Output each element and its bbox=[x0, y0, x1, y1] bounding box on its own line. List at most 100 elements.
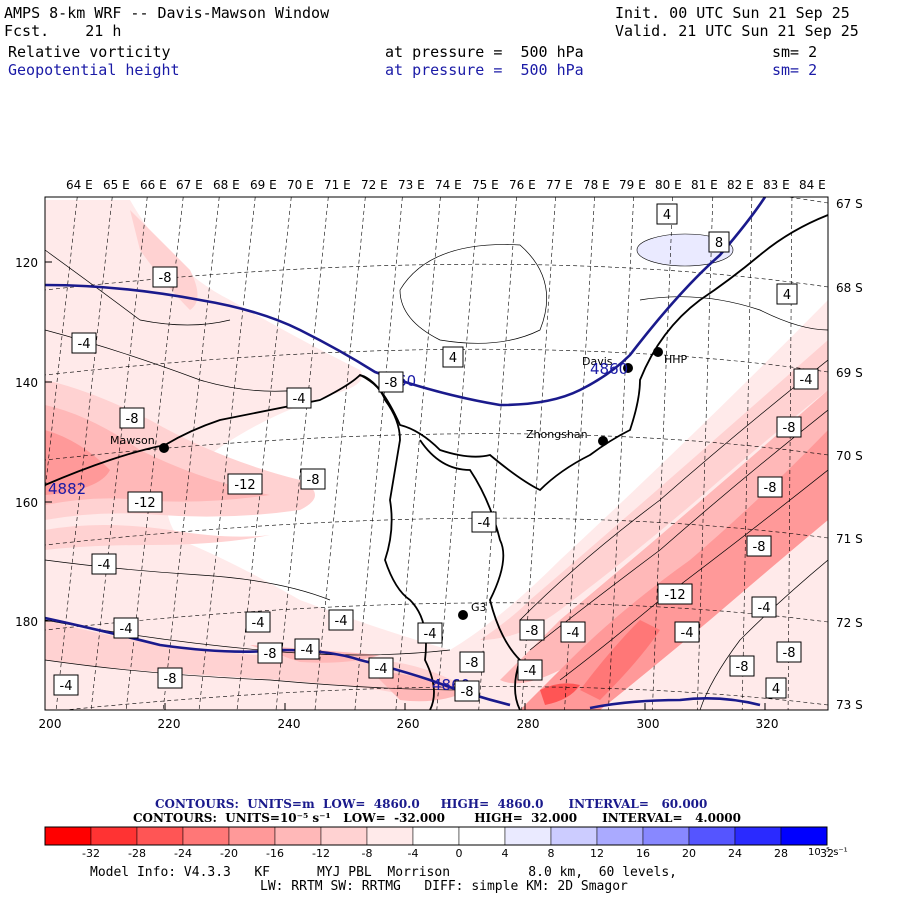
model-info-line1: Model Info: V4.3.3 KF MYJ PBL Morrison 8… bbox=[90, 865, 677, 880]
longitude-labels: 64 E 65 E 66 E 67 E 68 E 69 E 70 E 71 E … bbox=[66, 178, 826, 192]
vort-label: -4 bbox=[252, 616, 265, 631]
color-bar-bin bbox=[688, 826, 736, 846]
lon-label: 75 E bbox=[472, 178, 499, 192]
lon-label: 79 E bbox=[619, 178, 646, 192]
vort-label: -4 bbox=[424, 627, 437, 642]
station-label: HHP bbox=[664, 353, 688, 366]
vort-label: 8 bbox=[715, 236, 723, 251]
lon-label: 77 E bbox=[546, 178, 573, 192]
color-bar-swatches bbox=[44, 826, 828, 846]
color-bar-tick: 20 bbox=[682, 847, 696, 860]
vort-label: -4 bbox=[478, 516, 491, 531]
field2-smoothing: sm= 2 bbox=[772, 61, 818, 79]
station-label: Zhongshan bbox=[526, 428, 588, 441]
init-time: Init. 00 UTC Sun 21 Sep 25 bbox=[615, 4, 850, 22]
vort-label: -8 bbox=[159, 271, 172, 286]
x-tick: 260 bbox=[397, 717, 420, 731]
color-bar-tick: 12 bbox=[590, 847, 604, 860]
map-title: AMPS 8-km WRF -- Davis-Mawson Window bbox=[4, 4, 330, 22]
y-tick: 140 bbox=[15, 376, 38, 390]
station-zhongshan-dot bbox=[598, 436, 608, 446]
lon-label: 76 E bbox=[509, 178, 536, 192]
lat-label: 69 S bbox=[836, 366, 863, 380]
color-bar-tick: -12 bbox=[312, 847, 330, 860]
vort-label: -4 bbox=[375, 662, 388, 677]
color-bar-tick: -32 bbox=[82, 847, 100, 860]
color-bar-bin bbox=[596, 826, 644, 846]
color-bar-tick: 0 bbox=[456, 847, 463, 860]
field2-name: Geopotential height bbox=[8, 61, 180, 79]
x-tick: 200 bbox=[39, 717, 62, 731]
vort-label: -4 bbox=[60, 679, 73, 694]
color-bar-bin bbox=[182, 826, 230, 846]
vort-label: -8 bbox=[164, 672, 177, 687]
vort-label: -8 bbox=[307, 473, 320, 488]
lon-label: 68 E bbox=[213, 178, 240, 192]
vort-label: -12 bbox=[134, 496, 155, 511]
color-bar-tick: 24 bbox=[728, 847, 742, 860]
color-bar-tick: 8 bbox=[548, 847, 555, 860]
color-bar-ticks: -32 -28 -24 -20 -16 -12 -8 -4 0 4 8 12 16 20 24 28 32 bbox=[82, 847, 834, 860]
field1-level: at pressure = 500 hPa bbox=[385, 43, 584, 61]
lat-label: 72 S bbox=[836, 616, 863, 630]
vort-label: -8 bbox=[526, 624, 539, 639]
x-tick: 240 bbox=[278, 717, 301, 731]
lat-label: 71 S bbox=[836, 532, 863, 546]
lon-label: 74 E bbox=[435, 178, 462, 192]
color-bar-tick: -4 bbox=[408, 847, 419, 860]
color-bar-bin bbox=[734, 826, 782, 846]
height-label: 4860 bbox=[590, 360, 628, 378]
color-bar-tick: 16 bbox=[636, 847, 650, 860]
x-axis-ticks: 200 220 240 260 280 300 320 bbox=[39, 717, 779, 731]
color-bar-bin bbox=[90, 826, 138, 846]
station-label: G3 bbox=[471, 601, 487, 614]
valid-time: Valid. 21 UTC Sun 21 Sep 25 bbox=[615, 22, 859, 40]
vort-label: -8 bbox=[736, 660, 749, 675]
tick-marks bbox=[44, 261, 766, 710]
vort-label: -8 bbox=[753, 540, 766, 555]
color-bar-bin bbox=[780, 826, 828, 846]
vort-label: -8 bbox=[264, 647, 277, 662]
lat-label: 68 S bbox=[836, 281, 863, 295]
vort-label: 4 bbox=[783, 288, 791, 303]
vort-label: -4 bbox=[301, 643, 314, 658]
color-bar-tick: 28 bbox=[774, 847, 788, 860]
color-bar-tick: 32 bbox=[820, 847, 834, 860]
station-labels: Mawson Davis Zhongshan G3 HHP bbox=[110, 353, 688, 614]
lon-label: 72 E bbox=[361, 178, 388, 192]
color-bar-bin bbox=[504, 826, 552, 846]
vort-label: 4 bbox=[772, 682, 780, 697]
lat-label: 70 S bbox=[836, 449, 863, 463]
vort-label: -4 bbox=[758, 601, 771, 616]
vort-label: -8 bbox=[126, 412, 139, 427]
vort-label: -8 bbox=[783, 646, 796, 661]
color-bar-bin bbox=[366, 826, 414, 846]
color-bar-bin bbox=[458, 826, 506, 846]
station-g3-dot bbox=[458, 610, 468, 620]
lon-label: 78 E bbox=[583, 178, 610, 192]
vorticity-labels: -8 -4 -4 -8 -12 -8 -12 -4 -4 -4 -4 -8 -8… bbox=[53, 203, 819, 702]
vort-label: -4 bbox=[681, 626, 694, 641]
station-label: Mawson bbox=[110, 434, 155, 447]
vorticity-shading bbox=[45, 200, 828, 710]
x-tick: 280 bbox=[517, 717, 540, 731]
vort-label: -8 bbox=[466, 656, 479, 671]
color-bar-tick: -20 bbox=[220, 847, 238, 860]
x-tick: 220 bbox=[158, 717, 181, 731]
lon-label: 67 E bbox=[176, 178, 203, 192]
y-tick: 180 bbox=[15, 615, 38, 629]
color-bar-bin bbox=[136, 826, 184, 846]
lon-label: 82 E bbox=[727, 178, 754, 192]
color-bar-bin bbox=[550, 826, 598, 846]
vort-label: -4 bbox=[98, 558, 111, 573]
color-bar-bin bbox=[320, 826, 368, 846]
vorticity-contour-legend: CONTOURS: UNITS=10⁻⁵ s⁻¹ LOW= -32.000 HI… bbox=[133, 811, 741, 825]
station-davis-dot bbox=[623, 363, 633, 373]
field1-smoothing: sm= 2 bbox=[772, 43, 818, 61]
lon-label: 65 E bbox=[103, 178, 130, 192]
vort-label: -8 bbox=[385, 376, 398, 391]
lon-label: 70 E bbox=[287, 178, 314, 192]
lat-label: 73 S bbox=[836, 698, 863, 712]
vort-label: -4 bbox=[335, 614, 348, 629]
color-bar: -32 -28 -24 -20 -16 -12 -8 -4 0 4 8 12 16 20 24 28 32 10… bbox=[44, 826, 848, 860]
